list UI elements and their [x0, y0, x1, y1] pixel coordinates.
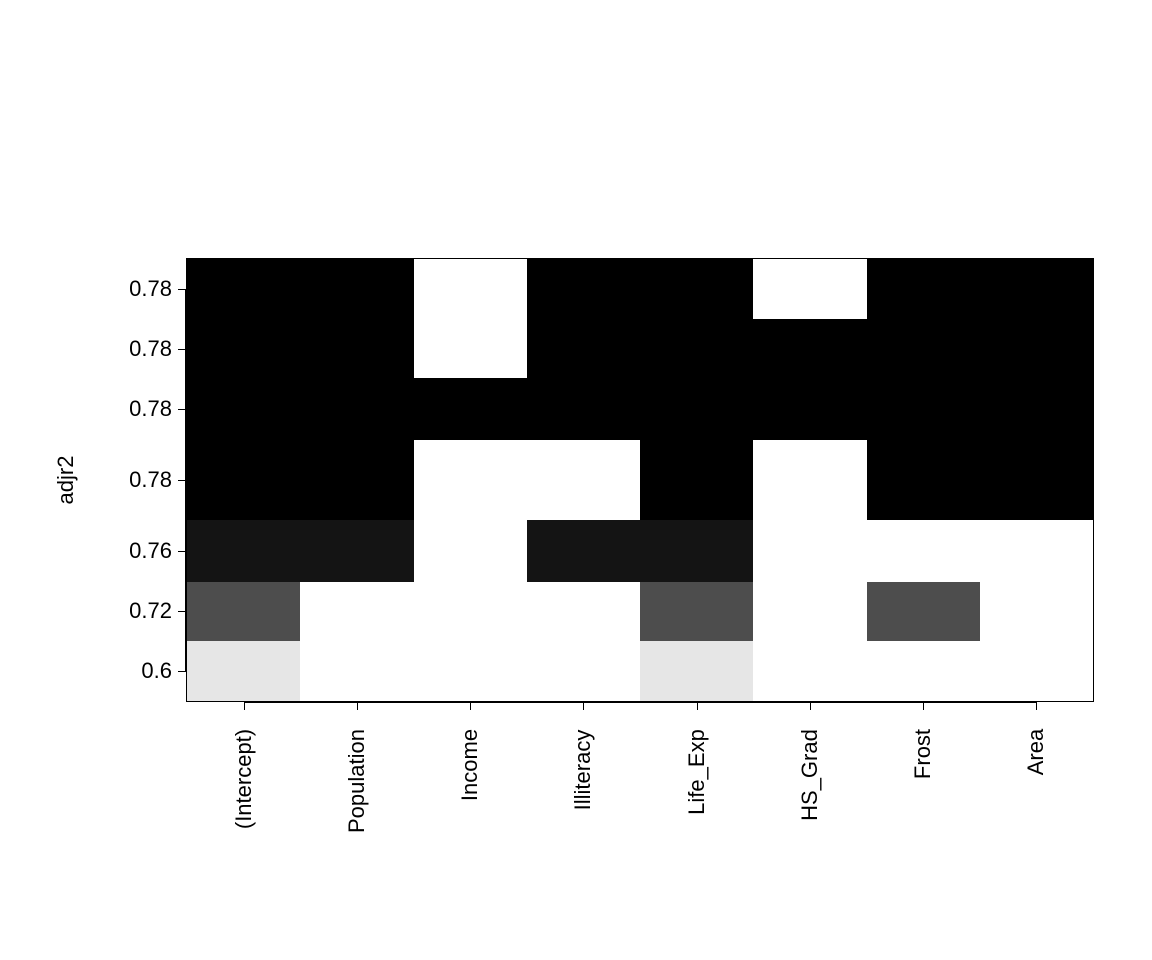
x-axis-tick-label: Population: [344, 729, 370, 833]
heatmap-cell: [867, 378, 981, 440]
y-axis-tick-label: 0.6: [141, 658, 172, 684]
heatmap-cell: [527, 378, 641, 440]
heatmap-cell: [414, 440, 528, 520]
heatmap-cell: [414, 582, 528, 642]
heatmap-cell: [300, 259, 414, 319]
heatmap-cell: [640, 582, 754, 642]
x-axis-tick: [923, 702, 924, 710]
heatmap-cell: [980, 378, 1094, 440]
y-axis-tick-label: 0.72: [129, 598, 172, 624]
heatmap-cell: [867, 520, 981, 582]
y-axis-tick-label: 0.78: [129, 276, 172, 302]
heatmap-cell: [753, 641, 867, 701]
y-axis-tick-label: 0.78: [129, 396, 172, 422]
heatmap-cell: [414, 259, 528, 319]
x-axis-tick-label: (Intercept): [231, 729, 257, 829]
heatmap-cell: [867, 582, 981, 642]
y-axis-tick-label: 0.78: [129, 336, 172, 362]
heatmap-cell: [300, 520, 414, 582]
heatmap-cell: [640, 259, 754, 319]
x-axis-tick: [697, 702, 698, 710]
heatmap-cell: [187, 582, 301, 642]
heatmap-cell: [414, 378, 528, 440]
heatmap-cell: [753, 582, 867, 642]
x-axis-tick-label: Life_Exp: [684, 729, 710, 815]
heatmap-cell: [640, 378, 754, 440]
y-axis-tick-label: 0.76: [129, 538, 172, 564]
heatmap-cell: [753, 259, 867, 319]
heatmap-cell: [640, 641, 754, 701]
chart-canvas: adjr2 0.78 0.78 0.78 0.78 0.76 0.72 0.6 (Interc…: [0, 0, 1152, 960]
heatmap-cell: [980, 319, 1094, 379]
heatmap-cell: [980, 440, 1094, 520]
x-axis-tick: [1036, 702, 1037, 710]
heatmap-cell: [980, 641, 1094, 701]
heatmap-cell: [300, 641, 414, 701]
x-axis-tick: [583, 702, 584, 710]
heatmap-cell: [300, 582, 414, 642]
heatmap-cell: [527, 440, 641, 520]
heatmap-cell: [753, 319, 867, 379]
heatmap-cell: [527, 641, 641, 701]
y-axis-tick: [178, 289, 186, 290]
heatmap-cell: [867, 440, 981, 520]
x-axis-tick-label: Frost: [910, 729, 936, 779]
heatmap-cell: [980, 582, 1094, 642]
heatmap-cell: [187, 641, 301, 701]
heatmap-cell: [640, 319, 754, 379]
x-axis-line: [244, 702, 1037, 703]
heatmap-cell: [187, 520, 301, 582]
x-axis-tick: [810, 702, 811, 710]
heatmap-cell: [187, 259, 301, 319]
heatmap-cell: [980, 259, 1094, 319]
heatmap-cell: [640, 440, 754, 520]
x-axis-tick: [244, 702, 245, 710]
heatmap-cell: [187, 440, 301, 520]
y-axis-tick: [178, 611, 186, 612]
heatmap-cell: [753, 520, 867, 582]
heatmap-cell: [640, 520, 754, 582]
y-axis-tick: [178, 409, 186, 410]
heatmap-cell: [414, 319, 528, 379]
y-axis-tick: [178, 480, 186, 481]
y-axis-tick: [178, 671, 186, 672]
heatmap-cell: [527, 259, 641, 319]
x-axis-tick-label: Area: [1023, 729, 1049, 775]
heatmap-cell: [414, 520, 528, 582]
heatmap-cell: [753, 440, 867, 520]
y-axis-tick-label: 0.78: [129, 467, 172, 493]
heatmap-cell: [300, 378, 414, 440]
heatmap-cell: [753, 378, 867, 440]
heatmap-cell: [867, 641, 981, 701]
heatmap-cell: [867, 259, 981, 319]
heatmap-cell: [867, 319, 981, 379]
heatmap-cell: [527, 520, 641, 582]
heatmap-cell: [980, 520, 1094, 582]
heatmap-cell: [527, 319, 641, 379]
x-axis-tick-label: Income: [457, 729, 483, 801]
heatmap-cell: [527, 582, 641, 642]
x-axis-tick: [470, 702, 471, 710]
y-axis-tick: [178, 551, 186, 552]
y-axis-tick: [178, 349, 186, 350]
x-axis-tick-label: Illiteracy: [570, 729, 596, 810]
heatmap-cell: [187, 378, 301, 440]
heatmap-cell: [300, 440, 414, 520]
y-axis-title: adjr2: [53, 456, 79, 505]
heatmap-cell: [300, 319, 414, 379]
x-axis-tick-label: HS_Grad: [797, 729, 823, 821]
x-axis-tick: [357, 702, 358, 710]
heatmap-plot-area: [186, 258, 1094, 702]
heatmap-cell: [187, 319, 301, 379]
heatmap-cell: [414, 641, 528, 701]
